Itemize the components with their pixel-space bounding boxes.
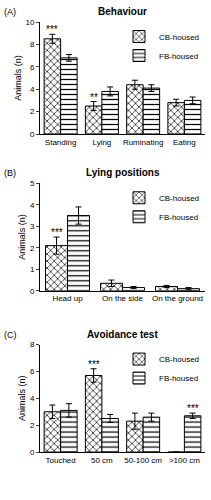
svg-text:4: 4 — [30, 394, 35, 403]
svg-text:4: 4 — [30, 201, 35, 210]
svg-text:>100 cm: >100 cm — [169, 456, 200, 465]
svg-text:On the ground: On the ground — [152, 294, 203, 303]
svg-text:6: 6 — [30, 63, 35, 72]
svg-text:0: 0 — [30, 287, 35, 296]
svg-text:Animals (n): Animals (n) — [17, 214, 27, 260]
svg-text:0: 0 — [30, 448, 35, 457]
svg-text:***: *** — [88, 359, 100, 370]
svg-text:FB-housed: FB-housed — [159, 213, 198, 222]
svg-text:2: 2 — [30, 244, 35, 253]
svg-text:4: 4 — [30, 85, 35, 94]
svg-text:Touched: Touched — [46, 456, 76, 465]
svg-text:Lying positions: Lying positions — [86, 167, 160, 178]
svg-text:2: 2 — [30, 421, 35, 430]
svg-text:FB-housed: FB-housed — [159, 52, 198, 61]
svg-text:6: 6 — [30, 367, 35, 376]
svg-text:10: 10 — [25, 18, 34, 27]
svg-text:Avoidance test: Avoidance test — [87, 329, 158, 340]
svg-text:(A): (A) — [4, 7, 16, 17]
svg-text:**: ** — [90, 92, 98, 103]
svg-text:2: 2 — [30, 107, 35, 116]
svg-text:FB-housed: FB-housed — [159, 374, 198, 383]
svg-text:(B): (B) — [4, 168, 16, 178]
svg-text:***: *** — [187, 403, 199, 414]
svg-text:Ruminating: Ruminating — [123, 138, 163, 147]
svg-text:50-100 cm: 50-100 cm — [124, 456, 162, 465]
svg-text:Animals (n): Animals (n) — [13, 55, 23, 101]
svg-text:50 cm: 50 cm — [91, 456, 113, 465]
svg-text:Head up: Head up — [52, 294, 83, 303]
svg-text:On the side: On the side — [102, 294, 143, 303]
svg-text:8: 8 — [30, 40, 35, 49]
svg-text:***: *** — [46, 24, 58, 35]
svg-text:Lying: Lying — [92, 138, 111, 147]
svg-text:CB-housed: CB-housed — [159, 33, 199, 42]
svg-text:3: 3 — [30, 222, 35, 231]
svg-text:CB-housed: CB-housed — [159, 355, 199, 364]
svg-text:Animals (n): Animals (n) — [17, 376, 27, 422]
svg-text:Behaviour: Behaviour — [98, 6, 147, 17]
svg-text:CB-housed: CB-housed — [159, 194, 199, 203]
svg-text:1: 1 — [30, 265, 35, 274]
svg-text:Eating: Eating — [173, 138, 196, 147]
svg-text:***: *** — [51, 227, 63, 238]
svg-text:Standing: Standing — [45, 138, 77, 147]
svg-text:0: 0 — [30, 130, 35, 139]
svg-text:(C): (C) — [4, 330, 17, 340]
svg-text:8: 8 — [30, 340, 35, 349]
svg-text:5: 5 — [30, 179, 35, 188]
